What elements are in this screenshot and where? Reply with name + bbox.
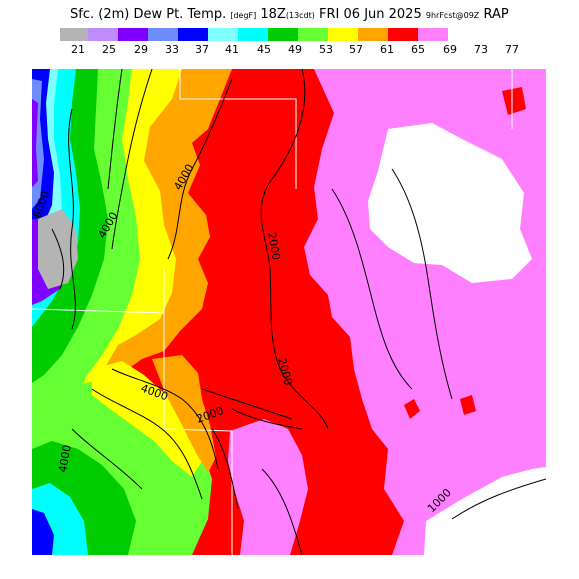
title-main: Sfc. (2m) Dew Pt. Temp. (70, 7, 227, 22)
legend-swatch-37 (178, 28, 208, 41)
state-borders (32, 69, 513, 555)
region-lime (32, 69, 140, 469)
terrain-contours (51, 69, 546, 555)
legend-label: 69 (443, 43, 457, 56)
legend-swatch-21 (60, 28, 88, 41)
color-legend: 21 25 29 33 37 41 45 49 53 57 61 65 69 7… (0, 0, 579, 60)
title-valid: 18Z (260, 7, 286, 22)
legend-swatch-45 (238, 28, 268, 41)
chart-title: Sfc. (2m) Dew Pt. Temp. [degF] 18Z(13cdt… (70, 6, 570, 24)
legend-swatch-69 (418, 28, 448, 41)
legend-label: 29 (134, 43, 148, 56)
legend-label: 61 (380, 43, 394, 56)
region-blue-sw (32, 509, 54, 555)
dewpoint-map: 4000 6000 4000 2000 2000 4000 2000 4000 … (32, 69, 546, 555)
legend-swatch-25 (88, 28, 118, 41)
legend-label: 37 (195, 43, 209, 56)
region-pink-south (228, 419, 308, 555)
legend-label: 33 (165, 43, 179, 56)
region-dark-green (32, 69, 108, 383)
legend-label: 45 (257, 43, 271, 56)
region-red-pocket-e (404, 395, 476, 419)
legend-swatch-41 (208, 28, 238, 41)
legend-swatch-65 (388, 28, 418, 41)
legend-label: 41 (225, 43, 239, 56)
dewpoint-map-svg: 4000 6000 4000 2000 2000 4000 2000 4000 … (32, 69, 546, 555)
region-gray (38, 209, 78, 289)
legend-swatch-53 (298, 28, 328, 41)
legend-label: 73 (474, 43, 488, 56)
region-red-pocket-ne (502, 87, 526, 115)
legend-label: 65 (411, 43, 425, 56)
legend-label: 53 (319, 43, 333, 56)
title-day: (13cdt) (285, 11, 315, 20)
title-forecast: 9hrFcst@09Z (425, 11, 480, 20)
contour-label-2000: 2000 (265, 231, 283, 261)
legend-swatch-33 (148, 28, 178, 41)
title-model: RAP (483, 7, 509, 22)
legend-swatch-57 (328, 28, 358, 41)
region-orange-sw (152, 355, 216, 473)
legend-label: 57 (349, 43, 363, 56)
region-white-east (368, 123, 532, 283)
legend-swatch-49 (268, 28, 298, 41)
legend-swatch-29 (118, 28, 148, 41)
title-unit: [degF] (230, 11, 257, 20)
legend-label: 49 (288, 43, 302, 56)
legend-label: 77 (505, 43, 519, 56)
legend-swatch-61 (358, 28, 388, 41)
contour-label-4000: 4000 (56, 444, 74, 474)
legend-label: 21 (71, 43, 85, 56)
legend-label: 25 (102, 43, 116, 56)
title-date: FRI 06 Jun 2025 (319, 7, 422, 22)
